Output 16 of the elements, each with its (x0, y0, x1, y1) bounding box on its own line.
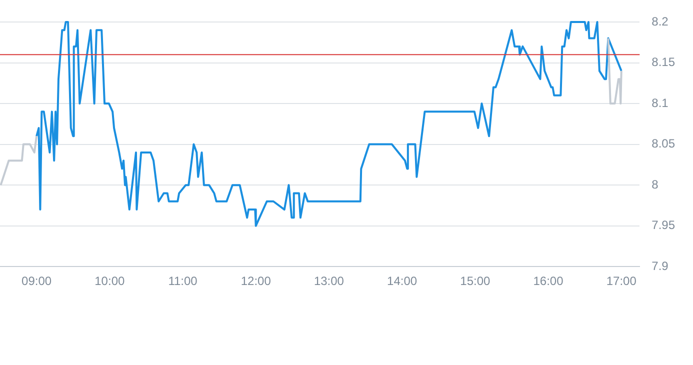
x-tick-label: 09:00 (22, 274, 52, 288)
y-tick-label: 8.1 (652, 96, 669, 110)
y-tick-label: 8.2 (652, 14, 669, 28)
x-tick-label: 12:00 (240, 274, 272, 288)
x-tick-label: 16:00 (533, 274, 564, 288)
x-tick-label: 13:00 (314, 274, 344, 288)
y-tick-label: 7.95 (652, 218, 676, 232)
x-tick-label: 17:00 (606, 274, 637, 288)
y-tick-label: 8 (652, 177, 659, 192)
x-tick-label: 10:00 (94, 274, 125, 288)
x-tick-label: 15:00 (460, 274, 491, 288)
x-tick-label: 11:00 (168, 274, 198, 288)
y-tick-label: 8.05 (652, 136, 676, 151)
y-tick-label: 8.15 (652, 55, 676, 70)
x-tick-label: 14:00 (387, 274, 418, 288)
y-tick-label: 7.9 (652, 258, 669, 273)
